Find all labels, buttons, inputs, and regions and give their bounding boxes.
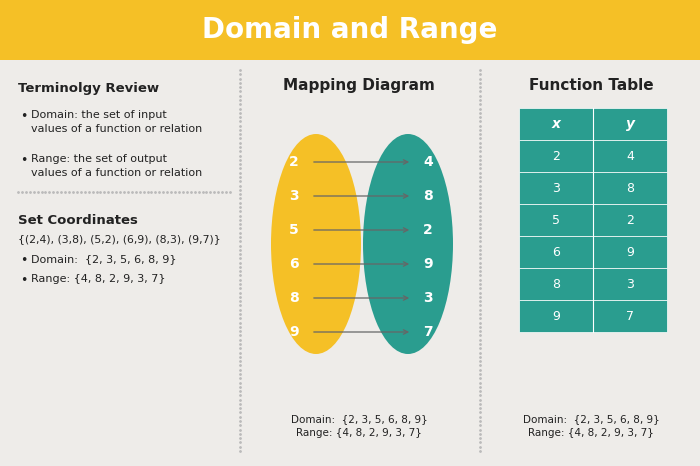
Text: values of a function or relation: values of a function or relation <box>31 168 202 178</box>
Text: Range: the set of output: Range: the set of output <box>31 154 167 164</box>
Text: •: • <box>20 110 27 123</box>
Text: 5: 5 <box>552 213 560 226</box>
Text: Domain:  {2, 3, 5, 6, 8, 9}: Domain: {2, 3, 5, 6, 8, 9} <box>523 414 659 424</box>
Bar <box>519 268 667 300</box>
Text: 7: 7 <box>424 325 433 339</box>
Text: Terminolgy Review: Terminolgy Review <box>18 82 159 95</box>
Text: 5: 5 <box>289 223 299 237</box>
Bar <box>519 108 667 140</box>
Text: 9: 9 <box>552 309 560 322</box>
Text: 8: 8 <box>423 189 433 203</box>
Text: Set Coordinates: Set Coordinates <box>18 214 138 227</box>
Text: 2: 2 <box>289 155 299 169</box>
Text: x: x <box>552 117 561 131</box>
Bar <box>519 172 667 204</box>
Bar <box>519 140 667 172</box>
Text: values of a function or relation: values of a function or relation <box>31 124 202 134</box>
Text: 7: 7 <box>626 309 634 322</box>
Text: 2: 2 <box>626 213 634 226</box>
Text: Range: {4, 8, 2, 9, 3, 7}: Range: {4, 8, 2, 9, 3, 7} <box>296 428 422 438</box>
Text: •: • <box>20 154 27 167</box>
Text: 9: 9 <box>424 257 433 271</box>
Text: 3: 3 <box>289 189 299 203</box>
Bar <box>519 236 667 268</box>
Text: 3: 3 <box>424 291 433 305</box>
Text: Range: {4, 8, 2, 9, 3, 7}: Range: {4, 8, 2, 9, 3, 7} <box>528 428 654 438</box>
Text: Domain and Range: Domain and Range <box>202 16 498 44</box>
Text: Range: {4, 8, 2, 9, 3, 7}: Range: {4, 8, 2, 9, 3, 7} <box>31 274 165 284</box>
Text: Mapping Diagram: Mapping Diagram <box>283 78 435 93</box>
Text: {(2,4), (3,8), (5,2), (6,9), (8,3), (9,7)}: {(2,4), (3,8), (5,2), (6,9), (8,3), (9,7… <box>18 234 220 244</box>
Text: 6: 6 <box>552 246 560 259</box>
Text: Domain: the set of input: Domain: the set of input <box>31 110 167 120</box>
Ellipse shape <box>271 134 361 354</box>
Text: 3: 3 <box>552 181 560 194</box>
Text: 2: 2 <box>552 150 560 163</box>
Text: 8: 8 <box>552 277 560 290</box>
Text: Domain:  {2, 3, 5, 6, 8, 9}: Domain: {2, 3, 5, 6, 8, 9} <box>31 254 176 264</box>
Bar <box>519 300 667 332</box>
Text: Domain:  {2, 3, 5, 6, 8, 9}: Domain: {2, 3, 5, 6, 8, 9} <box>290 414 428 424</box>
Text: Function Table: Function Table <box>528 78 653 93</box>
Bar <box>0 0 700 60</box>
Text: 6: 6 <box>289 257 299 271</box>
Text: 4: 4 <box>423 155 433 169</box>
Text: •: • <box>20 274 27 287</box>
Ellipse shape <box>363 134 453 354</box>
Text: 9: 9 <box>626 246 634 259</box>
Text: 2: 2 <box>423 223 433 237</box>
Text: y: y <box>626 117 634 131</box>
Text: 3: 3 <box>626 277 634 290</box>
Text: 8: 8 <box>289 291 299 305</box>
Text: 4: 4 <box>626 150 634 163</box>
Bar <box>519 204 667 236</box>
Text: 9: 9 <box>289 325 299 339</box>
Text: •: • <box>20 254 27 267</box>
Text: 8: 8 <box>626 181 634 194</box>
